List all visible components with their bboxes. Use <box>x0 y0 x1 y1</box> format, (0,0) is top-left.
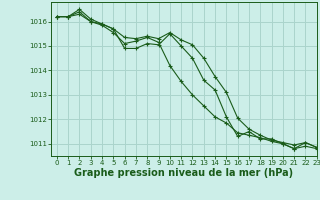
X-axis label: Graphe pression niveau de la mer (hPa): Graphe pression niveau de la mer (hPa) <box>75 168 293 178</box>
